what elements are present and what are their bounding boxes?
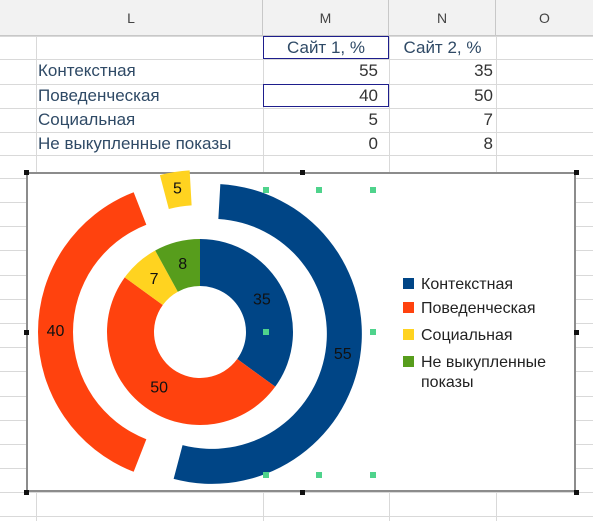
column-header-m[interactable]: M: [263, 0, 389, 36]
series-handle-2[interactable]: [316, 187, 322, 193]
series-handle-8[interactable]: [370, 472, 376, 478]
cell-m-row-2[interactable]: 40: [263, 84, 389, 107]
cell-m-row-1[interactable]: 55: [359, 61, 378, 80]
data-label-outer-2: 40: [47, 323, 65, 340]
data-label-inner-3: 7: [150, 271, 159, 288]
data-label-outer-3: 5: [173, 180, 182, 197]
series-handle-4[interactable]: [263, 329, 269, 335]
legend-label-3: Социальная: [421, 327, 513, 344]
cell-m-row-4[interactable]: 0: [368, 134, 378, 153]
slice-outer-1[interactable]: [173, 184, 362, 484]
cell-n-row-3[interactable]: 7: [483, 110, 493, 129]
resize-handle-bottom-left[interactable]: [24, 490, 29, 495]
column-header-l[interactable]: L: [0, 0, 263, 36]
legend-label-1: Контекстная: [421, 276, 513, 293]
data-label-outer-1: 55: [334, 346, 352, 363]
resize-handle-top-right[interactable]: [574, 170, 579, 175]
column-header-n[interactable]: N: [389, 0, 496, 36]
series-handle-1[interactable]: [263, 187, 269, 193]
resize-handle-left[interactable]: [24, 330, 29, 335]
column-header-o[interactable]: O: [539, 10, 550, 26]
series-handle-5[interactable]: [370, 329, 376, 335]
resize-handle-top-left[interactable]: [24, 170, 29, 175]
slice-inner-3[interactable]: [124, 250, 178, 305]
cell-l-row-4[interactable]: Не выкупленные показы: [38, 134, 232, 153]
data-label-inner-2: 50: [150, 379, 168, 396]
data-label-inner-4: 8: [178, 256, 187, 273]
legend-swatch-2: [403, 302, 414, 313]
series-selection-handles: [263, 187, 376, 478]
column-header-bar: L M N O: [0, 0, 593, 36]
cell-l-row-1[interactable]: Контекстная: [38, 61, 136, 80]
cell-l-row-3[interactable]: Социальная: [38, 110, 136, 129]
legend-label-4: Не выкупленные показы: [421, 354, 546, 391]
cell-m-header[interactable]: Сайт 1, %: [263, 36, 389, 59]
slice-outer-3[interactable]: [159, 170, 192, 209]
series-handle-6[interactable]: [263, 472, 269, 478]
cell-m-row-3[interactable]: 5: [368, 110, 378, 129]
series-handle-3[interactable]: [370, 187, 376, 193]
series-handle-7[interactable]: [316, 472, 322, 478]
resize-handle-top[interactable]: [300, 170, 305, 175]
resize-handle-bottom[interactable]: [300, 490, 305, 495]
cell-l-row-2[interactable]: Поведенческая: [38, 86, 160, 105]
resize-handle-bottom-right[interactable]: [574, 490, 579, 495]
legend-swatch-1: [403, 278, 414, 289]
cell-n-row-4[interactable]: 8: [483, 134, 493, 153]
slice-outer-2[interactable]: [37, 192, 147, 472]
slice-inner-2[interactable]: [107, 277, 276, 426]
slice-inner-4[interactable]: [155, 239, 200, 292]
cell-n-header[interactable]: Сайт 2, %: [403, 38, 482, 57]
chart-rings: 55 40 5 35 50 7 8: [37, 170, 362, 484]
cell-n-row-1[interactable]: 35: [474, 61, 493, 80]
legend-swatch-3: [403, 329, 414, 340]
data-label-inner-1: 35: [253, 292, 271, 309]
resize-handle-right[interactable]: [574, 330, 579, 335]
chart-legend: Контекстная Поведенческая Социальная Не вык…: [403, 276, 546, 391]
legend-label-2: Поведенческая: [421, 300, 535, 317]
legend-swatch-4: [403, 356, 414, 367]
cell-n-row-2[interactable]: 50: [474, 86, 493, 105]
slice-inner-1[interactable]: [200, 239, 293, 387]
